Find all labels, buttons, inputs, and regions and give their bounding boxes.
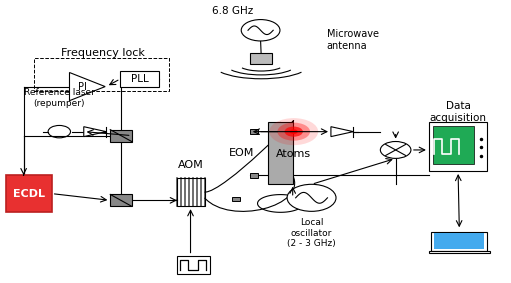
Bar (433, 126, 474, 164)
Bar (431, 231, 487, 251)
Bar (121, 71, 159, 87)
Circle shape (380, 142, 411, 158)
Bar (250, 53, 272, 64)
Text: 6.8 GHz: 6.8 GHz (212, 6, 253, 16)
Bar (110, 130, 132, 142)
Bar (176, 256, 210, 274)
Bar (34, 58, 169, 91)
Text: AOM: AOM (178, 160, 204, 170)
Circle shape (285, 127, 303, 137)
Text: EOM: EOM (229, 148, 254, 158)
Polygon shape (331, 127, 353, 137)
Text: Atoms: Atoms (276, 149, 311, 159)
Bar (176, 178, 204, 206)
Bar (250, 173, 258, 177)
Circle shape (290, 129, 298, 134)
Bar (268, 122, 293, 184)
Text: ECDL: ECDL (13, 188, 45, 199)
Bar (250, 129, 258, 134)
Text: PLL: PLL (131, 74, 148, 84)
Text: Local
oscillator
(2 - 3 GHz): Local oscillator (2 - 3 GHz) (287, 218, 336, 248)
Text: Data
acquisition: Data acquisition (430, 101, 486, 123)
Text: Frequency lock: Frequency lock (61, 48, 145, 58)
Circle shape (287, 184, 336, 211)
Polygon shape (69, 72, 105, 101)
Bar (434, 233, 484, 249)
Circle shape (269, 118, 318, 145)
Text: Microwave
antenna: Microwave antenna (327, 29, 379, 51)
Bar (429, 122, 487, 171)
Bar (429, 250, 490, 253)
Bar (6, 175, 52, 212)
Circle shape (277, 123, 310, 141)
Text: PI: PI (78, 82, 87, 92)
Polygon shape (84, 127, 106, 137)
Circle shape (241, 20, 280, 41)
Bar (110, 194, 132, 206)
Text: Reference laser
(repumper): Reference laser (repumper) (24, 88, 95, 108)
Bar (232, 197, 240, 201)
